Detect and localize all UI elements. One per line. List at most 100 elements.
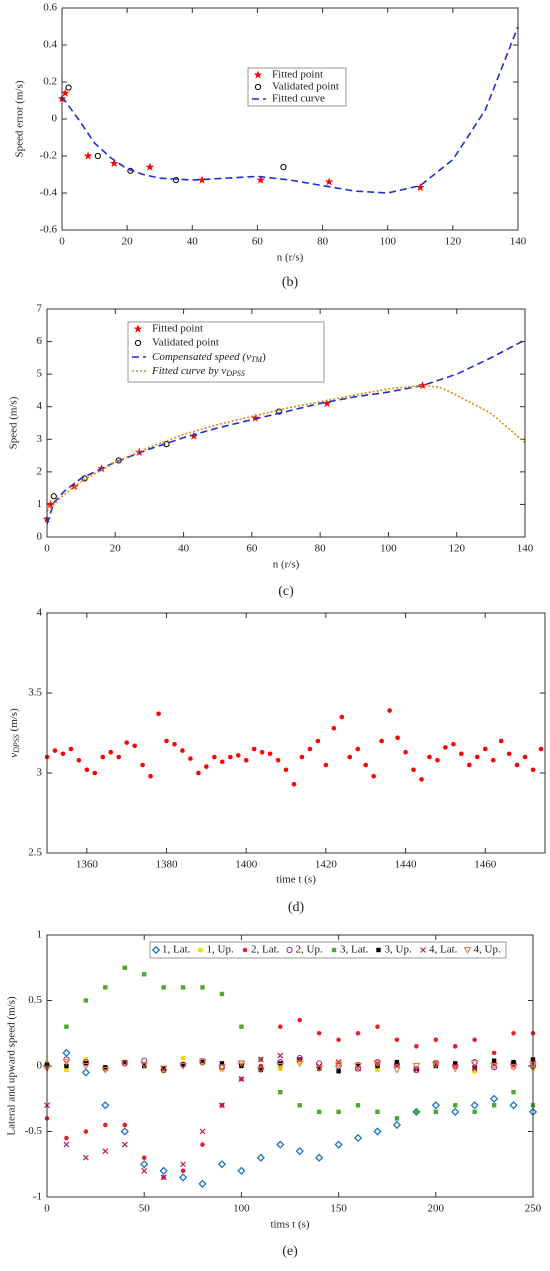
point — [336, 1069, 341, 1074]
point — [164, 738, 169, 744]
point — [431, 1101, 440, 1110]
point — [363, 762, 369, 768]
caption: (d) — [288, 900, 305, 915]
legend-box — [127, 321, 325, 383]
point — [178, 1173, 188, 1182]
y-axis-label: Lateral and upward speed (m/s) — [6, 996, 18, 1136]
point — [276, 408, 283, 415]
point — [159, 1166, 168, 1175]
point — [354, 1063, 362, 1070]
point — [295, 1147, 304, 1156]
legend-swatch — [151, 945, 161, 955]
point — [121, 1141, 128, 1148]
point — [103, 1122, 108, 1128]
y-tick-label: 0.5 — [28, 994, 42, 1006]
point — [277, 1052, 284, 1059]
point — [336, 1037, 341, 1043]
x-tick-label: 100 — [379, 236, 396, 248]
point — [414, 1044, 419, 1049]
x-tick-label: 40 — [187, 236, 199, 248]
point — [491, 1058, 497, 1063]
y-tick-label: 1 — [37, 498, 43, 510]
x-tick-label: 20 — [122, 236, 134, 248]
legend-swatch — [242, 947, 248, 953]
point — [102, 1148, 109, 1155]
point — [257, 1056, 264, 1063]
x-axis-label: n (r/s) — [273, 559, 300, 571]
point — [161, 1066, 166, 1071]
legend-swatch — [133, 324, 143, 333]
point — [82, 1154, 89, 1161]
point — [530, 767, 536, 773]
point — [199, 1128, 206, 1135]
x-tick-label: 0 — [44, 1203, 50, 1215]
point — [200, 1142, 205, 1147]
point — [94, 152, 101, 160]
legend-label: Fitted curve — [272, 93, 325, 105]
point — [180, 1055, 186, 1061]
point — [134, 447, 144, 456]
point — [92, 770, 98, 776]
point — [84, 767, 90, 773]
point — [101, 1101, 110, 1110]
y-axis-label-main: v — [8, 753, 20, 758]
x-tick-label: 80 — [317, 236, 329, 248]
point — [60, 88, 70, 97]
point — [120, 1127, 129, 1136]
legend-label: Fitted point — [152, 323, 203, 335]
point — [451, 741, 456, 747]
point — [323, 762, 329, 768]
point — [403, 749, 408, 755]
x-tick-label: 140 — [517, 543, 534, 555]
point — [511, 1059, 516, 1065]
point — [538, 746, 544, 752]
x-axis-label: time t (s) — [276, 874, 316, 886]
point — [237, 1166, 246, 1175]
legend-label: Fitted point — [272, 69, 323, 81]
point — [490, 1094, 499, 1103]
point — [179, 1063, 187, 1070]
y-axis-label-sub: DPSS — [12, 734, 21, 754]
point — [375, 1109, 380, 1115]
point — [198, 1059, 207, 1066]
point — [355, 1103, 361, 1108]
x-tick-label: 100 — [380, 543, 397, 555]
point — [431, 1061, 440, 1069]
x-tick-label: 50 — [139, 1203, 151, 1215]
legend-swatch — [254, 83, 262, 91]
point — [470, 1101, 479, 1110]
point — [334, 1140, 343, 1149]
y-tick-label: -0.6 — [40, 224, 58, 236]
point — [60, 751, 66, 757]
point — [156, 711, 161, 717]
point — [474, 754, 480, 760]
plot-area — [47, 935, 533, 1197]
y-tick-label: 4 — [37, 607, 43, 619]
legend-swatch — [376, 947, 381, 953]
y-tick-label: 3 — [37, 433, 43, 445]
y-axis-label-tail: (m/s) — [8, 708, 20, 734]
y-tick-label: -1 — [33, 1191, 42, 1203]
point — [322, 398, 332, 408]
x-tick-label: 1460 — [474, 859, 497, 871]
point — [64, 1024, 69, 1029]
point — [276, 1063, 285, 1070]
y-tick-label: 0.6 — [43, 2, 57, 14]
x-tick-label: 0 — [44, 543, 50, 555]
point — [219, 1102, 225, 1109]
y-tick-label: 3.5 — [28, 687, 42, 699]
point — [82, 1063, 90, 1070]
point — [103, 985, 108, 990]
point — [256, 1066, 265, 1074]
x-tick-label: 150 — [330, 1203, 347, 1215]
point — [124, 740, 129, 745]
legend-swatch — [134, 339, 142, 347]
point — [160, 1174, 167, 1181]
point — [355, 1030, 361, 1036]
point — [295, 1060, 304, 1068]
legend-label: Compensated speed (vTM) — [152, 351, 266, 364]
x-tick-label: 120 — [445, 236, 462, 248]
point — [46, 499, 55, 509]
x-tick-label: 0 — [59, 236, 65, 248]
